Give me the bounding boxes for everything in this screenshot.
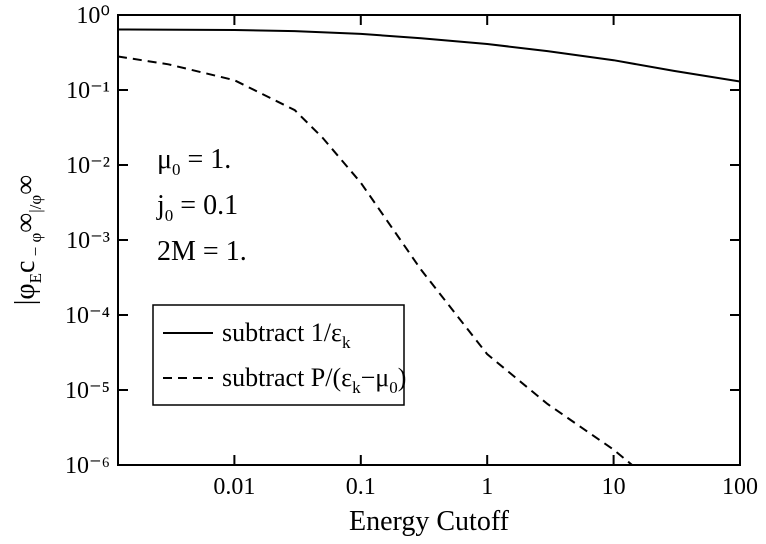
subscript: 0: [172, 160, 181, 179]
subscript: |/φ: [26, 195, 45, 213]
y-tick-label: 10⁻⁶: [65, 453, 110, 479]
x-axis-label: Energy Cutoff: [349, 506, 510, 537]
series-line: [118, 28, 740, 83]
subscript: k: [342, 333, 351, 352]
x-tick-label: 100: [722, 474, 758, 500]
text-part: c: [10, 261, 41, 273]
x-tick-label: 0.1: [346, 474, 376, 500]
text-part: subtract P/(ε: [222, 363, 352, 392]
subscript: 0: [165, 206, 174, 225]
y-axis-label-text: |φEc − φ∞|/φ∞: [10, 175, 45, 305]
legend-label: subtract P/(εk−μ0): [222, 363, 406, 397]
plot-lines: [118, 28, 740, 465]
text-part: 2M = 1.: [157, 236, 247, 267]
legend-box: [152, 304, 405, 406]
y-tick-label: 10⁻⁴: [65, 303, 110, 329]
annotation: j0 = 0.1: [156, 190, 238, 225]
y-tick-label: 10⁻¹: [66, 78, 110, 104]
x-tick-label: 10: [602, 474, 626, 500]
text-part: subtract 1/ε: [222, 318, 342, 347]
annotation: 2M = 1.: [157, 236, 247, 267]
legend-label: subtract 1/εk: [222, 318, 351, 352]
text-part: −μ: [361, 363, 390, 392]
annotations: μ0 = 1.j0 = 0.12M = 1.: [156, 144, 247, 267]
subscript: − φ: [26, 233, 45, 261]
text-part: ∞: [10, 213, 41, 233]
annotation: μ0 = 1.: [157, 144, 231, 179]
y-axis-label: |φEc − φ∞|/φ∞: [10, 175, 45, 305]
text-part: μ: [157, 144, 172, 175]
text-part: = 1.: [181, 144, 232, 175]
y-tick-label: 10⁻²: [66, 153, 110, 179]
y-tick-label: 10⁻⁵: [65, 378, 110, 404]
subscript: k: [352, 378, 361, 397]
y-tick-label: 10⁻³: [66, 228, 110, 254]
text-part: j: [156, 190, 165, 221]
x-tick-label: 0.01: [213, 474, 255, 500]
subscript: 0: [389, 378, 398, 397]
y-tick-label: 10⁰: [76, 3, 110, 29]
text-part: = 0.1: [173, 190, 238, 221]
text-part: ): [398, 363, 407, 392]
series-line: [118, 55, 633, 465]
subscript: E: [26, 273, 45, 283]
text-part: ∞: [10, 175, 41, 195]
text-part: |φ: [10, 283, 41, 305]
x-tick-label: 1: [481, 474, 493, 500]
